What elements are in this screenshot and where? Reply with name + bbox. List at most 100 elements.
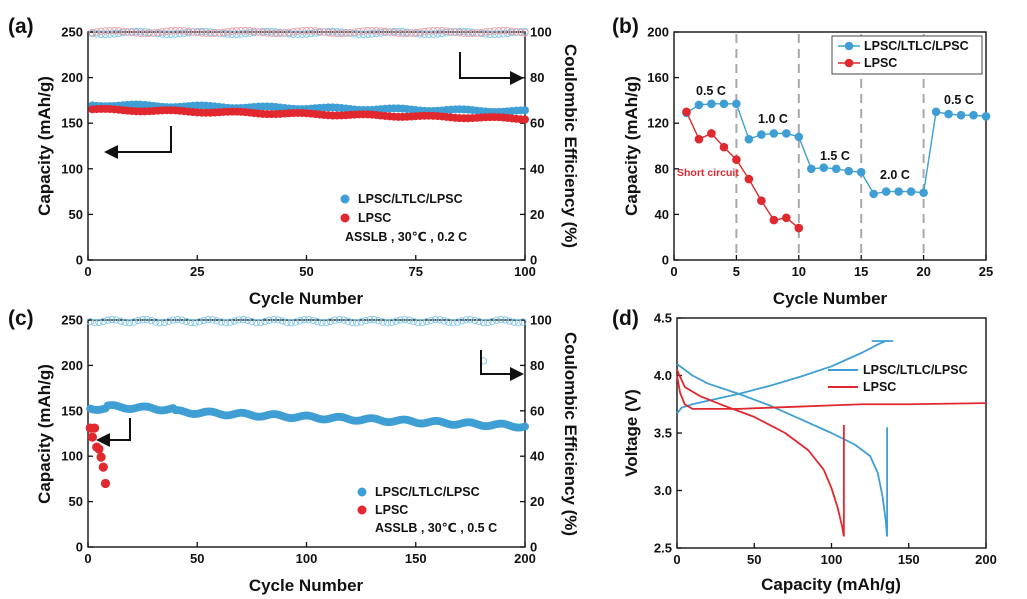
ce-point-ltlc: [309, 316, 317, 325]
ce-point-lpsc: [280, 29, 289, 37]
panel-a-y-label: Capacity (mAh/g): [35, 76, 54, 216]
ce-point-ltlc: [405, 316, 413, 324]
ce-point-lpsc: [123, 27, 132, 36]
data-point-ltlc: [707, 99, 716, 109]
ce-point-ltlc: [501, 316, 509, 324]
ce-point-ltlc: [318, 319, 326, 327]
panel-a-y2-label: Coulombic Efficiency (%): [561, 44, 580, 248]
ce-point-lpsc: [127, 28, 136, 37]
ce-point-lpsc: [263, 29, 271, 37]
ce-point-ltlc: [117, 317, 125, 325]
ce-point-lpsc: [176, 26, 184, 35]
ce-point-ltlc: [160, 318, 169, 327]
panel-a-y2-tick-label: 20: [530, 207, 544, 222]
ce-point-lpsc: [503, 27, 512, 35]
data-point-ltlc: [956, 110, 966, 120]
ce-point-ltlc: [436, 316, 444, 324]
ce-point-ltlc: [519, 318, 527, 326]
ce-point-ltlc: [357, 318, 365, 326]
ce-point-lpsc: [206, 29, 215, 38]
ce-point-ltlc: [134, 317, 142, 325]
ce-point-lpsc: [446, 27, 455, 36]
ce-point-ltlc: [187, 318, 195, 327]
ce-point-ltlc: [409, 317, 418, 326]
panel-b-label: (b): [612, 15, 639, 38]
panel-c-legend-marker-2: [357, 505, 367, 515]
ce-point-lpsc: [521, 29, 529, 37]
ce-point-lpsc: [136, 29, 145, 37]
panel-b-rate-label-4: 2.0 C: [880, 168, 910, 182]
data-point-ltlc: [894, 187, 903, 196]
ce-point-ltlc: [278, 317, 287, 325]
panel-d-y-tick-label: 3.5: [654, 426, 672, 441]
panel-a-x-tick-label: 100: [514, 264, 536, 279]
ce-point-ltlc: [248, 317, 256, 326]
ce-point-ltlc: [252, 318, 260, 327]
ce-point-lpsc: [289, 27, 298, 36]
data-point-lpsc: [719, 142, 729, 152]
panel-c-capacity-series: [85, 401, 529, 489]
capacity-point-lpsc: [96, 452, 106, 462]
ce-point-ltlc: [178, 316, 186, 324]
ce-point-ltlc: [180, 29, 188, 37]
ce-point-lpsc: [377, 27, 385, 35]
ce-point-lpsc: [315, 27, 324, 36]
ce-point-lpsc: [114, 27, 123, 35]
ce-point-lpsc: [420, 27, 429, 36]
panel-c-y2-label: Coulombic Efficiency (%): [561, 332, 580, 536]
panel-b-x-label: Cycle Number: [773, 289, 888, 308]
ce-point-lpsc: [342, 29, 350, 37]
data-point-ltlc: [819, 163, 829, 172]
panel-a-y-tick-label: 250: [61, 25, 83, 40]
panel-a-legend-2: LPSC: [358, 211, 391, 225]
panel-d-y-tick-label: 4.0: [654, 368, 672, 383]
panel-d-y-tick-label: 3.0: [654, 483, 672, 498]
panel-a-left-arrow: [104, 126, 172, 159]
panel-d-x-ticks: 0 50 100 150 200: [673, 543, 997, 567]
ce-point-lpsc: [285, 28, 293, 37]
ce-point-ltlc: [311, 29, 319, 37]
ce-point-ltlc: [361, 316, 370, 325]
panel-d-series: [676, 340, 987, 537]
panel-d: (d) 2.5 3.0 3.5 4.0 4.5 0 50 100 150 200 Capacit…: [612, 307, 997, 594]
ce-point-ltlc: [235, 316, 243, 324]
panel-b: (b) 0 40 80 120 160 200 0 5 10 15 20 25 Cycle Numb…: [612, 15, 993, 308]
panel-b-y-tick-label: 0: [662, 253, 669, 268]
voltage-curve-ltlc: [676, 363, 889, 537]
ce-point-lpsc: [451, 28, 459, 36]
panel-a: (a) 0 50 100 150 200 250 0 20 40 60 80 100 0 25 50 75…: [8, 15, 580, 308]
panel-a-condition: ASSLB , 30℃ , 0.2 C: [345, 230, 467, 244]
panel-a-y-tick-label: 0: [76, 253, 83, 268]
ce-point-ltlc: [514, 319, 523, 327]
panel-a-ce-series: [88, 26, 529, 39]
panel-b-legend-marker-2: [844, 58, 854, 68]
ce-point-lpsc: [189, 28, 197, 36]
data-point-lpsc: [782, 213, 791, 223]
panel-a-y2-tick-label: 100: [530, 25, 552, 40]
panel-b-legend-1: LPSC/LTLC/LPSC: [864, 39, 969, 53]
ce-point-ltlc: [147, 316, 156, 325]
panel-a-x-tick-label: 75: [409, 264, 423, 279]
ce-point-ltlc: [497, 315, 505, 324]
panel-a-y-tick-label: 100: [61, 161, 83, 176]
ce-point-lpsc: [372, 26, 381, 35]
panel-d-x-tick-label: 200: [975, 552, 997, 567]
ce-point-lpsc: [381, 27, 389, 36]
data-point-ltlc: [919, 188, 928, 198]
data-point-ltlc: [869, 189, 878, 199]
ce-point-lpsc: [158, 28, 167, 36]
ce-point-lpsc: [154, 28, 162, 37]
capacity-point-ltlc: [521, 422, 529, 431]
ce-point-ltlc: [143, 316, 151, 324]
ce-point-ltlc: [457, 317, 466, 325]
ce-point-lpsc: [92, 28, 101, 36]
panel-c-y-tick-label: 100: [61, 449, 83, 464]
data-point-ltlc: [732, 99, 741, 109]
ce-point-lpsc: [385, 28, 394, 36]
ce-point-ltlc: [331, 316, 339, 324]
panel-b-y-tick-label: 200: [647, 25, 669, 40]
ce-point-lpsc: [254, 28, 263, 36]
ce-point-ltlc: [326, 317, 335, 326]
panel-c-y-tick-label: 0: [76, 540, 83, 555]
ce-point-lpsc: [468, 29, 477, 38]
